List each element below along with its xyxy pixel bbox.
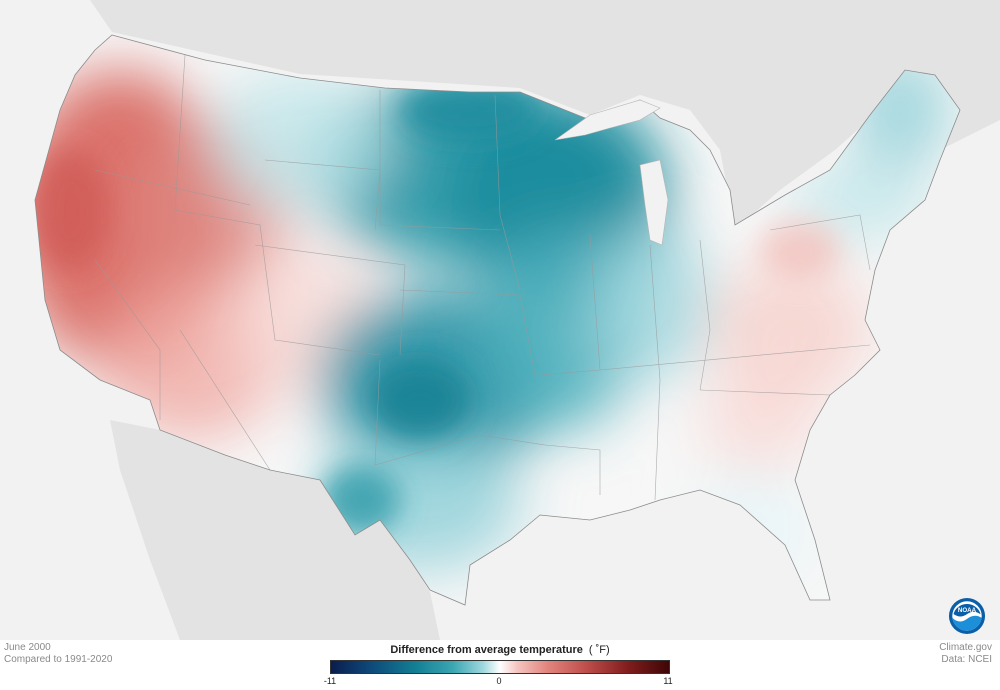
legend-max-label: 11 [663,676,673,686]
legend-title-text: Difference from average temperature [390,644,583,656]
lake-michigan [639,159,669,246]
source-site-label: Climate.gov [939,642,992,653]
mexico-land [110,420,440,640]
period-label: June 2000 [4,642,51,653]
map-area [0,0,1000,640]
temperature-anomaly-map [34,0,1000,640]
legend-title: Difference from average temperature ( ˚F) [330,644,670,656]
baseline-label: Compared to 1991-2020 [4,654,113,665]
lake-superior [554,99,661,141]
canada-land [60,0,1000,230]
noaa-logo-text: NOAA [958,607,977,614]
legend-min-label: -11 [323,676,337,686]
footer-left: June 2000 Compared to 1991-2020 [4,642,112,666]
source-data-label: Data: NCEI [941,654,992,665]
noaa-logo-icon: NOAA [948,597,986,635]
footer-right: Climate.gov Data: NCEI [939,642,992,666]
legend-color-bar [330,660,670,674]
legend-unit: ( ˚F) [588,644,610,656]
legend-mid-label: 0 [496,676,502,686]
